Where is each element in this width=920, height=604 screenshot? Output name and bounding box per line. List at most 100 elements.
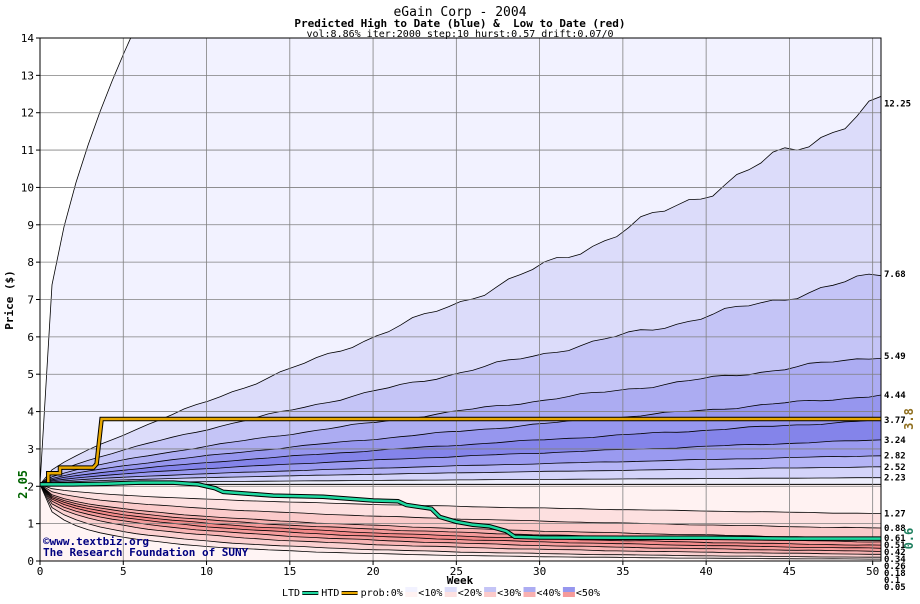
x-tick-label: 40 (700, 565, 713, 578)
legend-swatch-high (562, 587, 575, 592)
band-boundary (40, 439, 881, 485)
legend-swatch-high (444, 587, 457, 592)
band-boundary (40, 484, 881, 555)
high-band (40, 358, 881, 485)
low-band (40, 484, 881, 555)
x-tick-label: 5 (120, 565, 127, 578)
x-tick-label: 15 (283, 565, 296, 578)
y-tick-label: 4 (27, 406, 34, 419)
y-tick-label: 1 (27, 518, 34, 531)
band-boundary (40, 484, 881, 552)
legend-swatch-low (405, 592, 418, 597)
y-tick-label: 13 (21, 69, 34, 82)
low-band-end-label: 0.88 (884, 524, 906, 534)
high-band (40, 38, 881, 485)
y-tick-label: 11 (21, 144, 34, 157)
low-band (40, 484, 881, 542)
band-boundary (40, 96, 881, 485)
legend-label: <50% (576, 588, 600, 599)
band-boundary (40, 358, 881, 485)
high-band-end-label: 12.25 (884, 99, 911, 109)
high-band-end-label: 2.82 (884, 452, 906, 462)
low-band (40, 484, 881, 539)
start-price-label: 2.05 (16, 470, 30, 499)
low-band-end-label: 0.51 (884, 541, 906, 551)
legend-swatch-low (523, 592, 536, 597)
low-band (40, 484, 881, 558)
x-tick-label: 35 (616, 565, 629, 578)
low-band-end-label: 1.27 (884, 510, 906, 520)
htd-series-line (40, 417, 881, 486)
legend-label: <40% (537, 588, 561, 599)
high-band-end-label: 5.49 (884, 352, 906, 362)
low-band-end-label: 0.05 (884, 583, 906, 593)
legend-label: LTD (282, 588, 300, 599)
low-band-end-label: 0.1 (884, 576, 900, 586)
watermark-line-2: The Research Foundation of SUNY (43, 546, 249, 559)
low-band (40, 484, 881, 528)
high-band-end-label: 2.23 (884, 474, 906, 484)
x-tick-label: 45 (783, 565, 796, 578)
legend-swatch-high (523, 587, 536, 592)
low-band-end-label: 0.34 (884, 555, 906, 565)
x-tick-label: 25 (450, 565, 463, 578)
y-tick-label: 0 (27, 555, 34, 568)
legend-label: prob:0% (361, 588, 403, 599)
low-band-end-label: 0.26 (884, 562, 906, 572)
y-tick-label: 14 (21, 32, 35, 45)
legend-label: <10% (418, 588, 442, 599)
band-end-labels: 12.25 7.68 5.49 4.44 3.77 3.24 2.822.522.23 1.2… (884, 99, 916, 593)
legend: LTD HTD prob:0% <10% <20% <30% <40% <50% (282, 587, 600, 599)
band-boundary (40, 455, 881, 485)
high-band-end-label: 4.44 (884, 391, 906, 401)
high-band (40, 96, 881, 485)
low-band-end-label: 0.18 (884, 569, 906, 579)
low-band-end-label: 0.61 (884, 534, 906, 544)
legend-swatch-low (484, 592, 497, 597)
high-band (40, 466, 881, 485)
x-tick-label: 50 (866, 565, 879, 578)
htd-current-label: 3.8 (902, 408, 916, 430)
chart-params: vol:8.86% iter:2000 step:10 hurst:0.57 d… (306, 29, 613, 40)
y-tick-label: 8 (27, 256, 34, 269)
high-band-end-label: 3.77 (884, 416, 906, 426)
x-tick-label: 10 (200, 565, 213, 578)
high-band-end-label: 3.24 (884, 436, 906, 446)
band-boundary (40, 418, 881, 485)
y-axis-label: Price ($) (3, 270, 16, 330)
legend-swatch-high (405, 587, 418, 592)
band-boundary (40, 484, 881, 560)
high-band (40, 477, 881, 485)
band-boundary (40, 273, 881, 485)
axes: 0 5 10 15 20 25 30 35 40 45 5001234567891011121314… (16, 32, 879, 578)
watermark-line-1: ©www.textbiz.org (43, 535, 149, 548)
y-tick-label: 6 (27, 331, 34, 344)
ltd-series-line (40, 481, 881, 540)
x-tick-label: 20 (366, 565, 379, 578)
chart-subtitle: Predicted High to Date (blue) & Low to D… (294, 17, 625, 30)
y-tick-label: 10 (21, 181, 34, 194)
legend-swatch-low (562, 592, 575, 597)
y-tick-label: 5 (27, 368, 34, 381)
band-boundary (40, 484, 881, 514)
band-boundary (40, 484, 881, 539)
band-boundary (40, 466, 881, 485)
y-tick-label: 3 (27, 443, 34, 456)
high-band (40, 419, 881, 485)
x-axis-label: Week (447, 574, 474, 587)
y-tick-label: 9 (27, 219, 34, 232)
series-lines (40, 416, 881, 541)
high-band-end-label: 7.68 (884, 270, 906, 280)
low-band-end-label: 0.42 (884, 548, 906, 558)
ltd-current-label: 0.6 (902, 528, 916, 550)
y-tick-label: 7 (27, 294, 34, 307)
grid-lines (40, 38, 881, 561)
legend-label: <20% (458, 588, 482, 599)
band-boundary (40, 484, 881, 529)
low-band (40, 484, 881, 546)
legend-label: HTD (321, 588, 339, 599)
chart-title: eGain Corp - 2004 (393, 5, 526, 20)
legend-label: <30% (497, 588, 521, 599)
